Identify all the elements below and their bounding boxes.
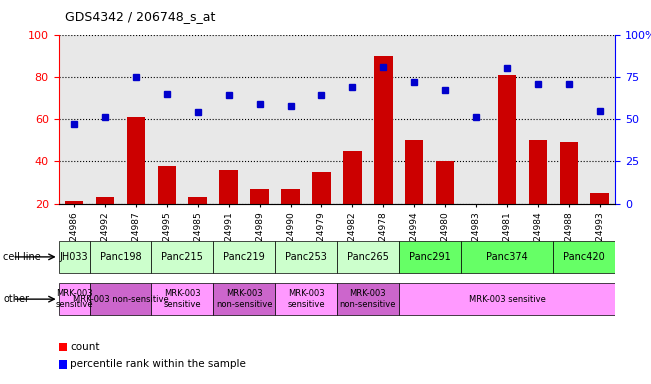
Text: Panc215: Panc215	[161, 252, 203, 262]
Text: count: count	[70, 342, 100, 352]
Text: Panc291: Panc291	[409, 252, 450, 262]
Text: Panc198: Panc198	[100, 252, 141, 262]
Bar	[65, 202, 83, 246]
Bar	[281, 189, 299, 246]
Bar	[405, 140, 423, 246]
Text: Panc219: Panc219	[223, 252, 265, 262]
Bar	[590, 193, 609, 246]
Text: JH033: JH033	[60, 252, 89, 262]
Bar	[337, 241, 398, 273]
Text: Panc374: Panc374	[486, 252, 528, 262]
Bar	[213, 283, 275, 315]
Bar	[553, 241, 615, 273]
Bar	[460, 241, 553, 273]
Bar	[559, 142, 578, 246]
Text: Panc253: Panc253	[285, 252, 327, 262]
Text: GDS4342 / 206748_s_at: GDS4342 / 206748_s_at	[65, 10, 215, 23]
Bar	[189, 197, 207, 246]
Bar	[89, 241, 151, 273]
Bar	[275, 283, 337, 315]
Text: MRK-003
sensitive: MRK-003 sensitive	[287, 290, 325, 309]
Bar	[151, 241, 213, 273]
Bar	[529, 140, 547, 246]
Text: percentile rank within the sample: percentile rank within the sample	[70, 359, 246, 369]
Text: cell line: cell line	[3, 252, 41, 262]
Text: other: other	[3, 294, 29, 304]
Text: Panc420: Panc420	[563, 252, 605, 262]
Bar	[89, 283, 151, 315]
Bar	[158, 166, 176, 246]
Bar	[467, 204, 485, 246]
Bar	[213, 241, 275, 273]
Bar	[96, 197, 115, 246]
Text: MRK-003 non-sensitive: MRK-003 non-sensitive	[72, 295, 169, 304]
Text: MRK-003
sensitive: MRK-003 sensitive	[163, 290, 201, 309]
Bar	[343, 151, 361, 246]
Bar	[398, 283, 615, 315]
Bar	[337, 283, 398, 315]
Bar	[398, 241, 460, 273]
Bar	[312, 172, 331, 246]
Bar	[436, 161, 454, 246]
Bar	[59, 283, 89, 315]
Bar	[126, 117, 145, 246]
Text: MRK-003
non-sensitive: MRK-003 non-sensitive	[216, 290, 272, 309]
Bar	[151, 283, 213, 315]
Bar	[275, 241, 337, 273]
Text: MRK-003 sensitive: MRK-003 sensitive	[469, 295, 546, 304]
Bar	[374, 56, 393, 246]
Text: MRK-003
non-sensitive: MRK-003 non-sensitive	[340, 290, 396, 309]
Bar	[250, 189, 269, 246]
Bar	[497, 74, 516, 246]
Bar	[59, 241, 89, 273]
Bar	[219, 170, 238, 246]
Text: Panc265: Panc265	[347, 252, 389, 262]
Text: MRK-003
sensitive: MRK-003 sensitive	[55, 290, 93, 309]
